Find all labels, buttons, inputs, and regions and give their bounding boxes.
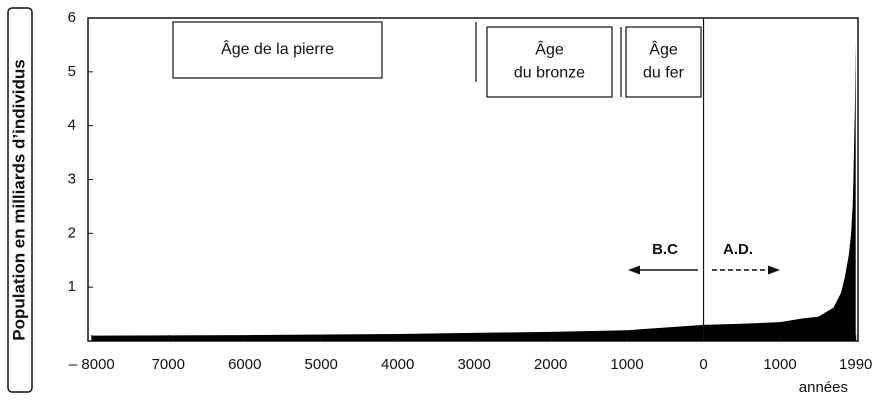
y-axis-label: Population en milliards d’individus	[9, 59, 28, 340]
annotation: B.C	[652, 241, 678, 258]
annotation: A.D.	[723, 241, 753, 258]
period-box	[486, 26, 613, 98]
period-label: Âge	[535, 40, 564, 59]
x-tick-label: 4000	[381, 356, 414, 373]
x-tick-label: – 8000	[69, 356, 115, 373]
x-tick-label: 1000	[763, 356, 796, 373]
x-axis-label: années	[799, 379, 848, 396]
area	[91, 39, 856, 342]
y-tick-label: 1	[68, 278, 76, 295]
period-label: Âge	[649, 40, 678, 59]
y-tick-label: 5	[68, 63, 76, 80]
y-tick-label: 3	[68, 170, 76, 187]
y-tick-label: 4	[68, 117, 76, 134]
period-label: Âge de la pierre	[221, 39, 334, 58]
x-tick-label: 7000	[152, 356, 185, 373]
period-box	[172, 21, 383, 79]
y-tick-label: 2	[68, 224, 76, 241]
period-box	[625, 26, 702, 98]
x-tick-label: 3000	[457, 356, 490, 373]
period-label: du fer	[643, 65, 685, 82]
period-label: du bronze	[514, 65, 585, 82]
x-tick-label: 6000	[228, 356, 261, 373]
ylabel-box	[7, 7, 33, 393]
x-tick-label: 0	[699, 356, 707, 373]
x-tick-label: 1990	[839, 356, 872, 373]
x-tick-label: 1000	[610, 356, 643, 373]
x-tick-label: 2000	[534, 356, 567, 373]
y-tick-label: 6	[68, 9, 76, 26]
x-tick-label: 5000	[305, 356, 338, 373]
